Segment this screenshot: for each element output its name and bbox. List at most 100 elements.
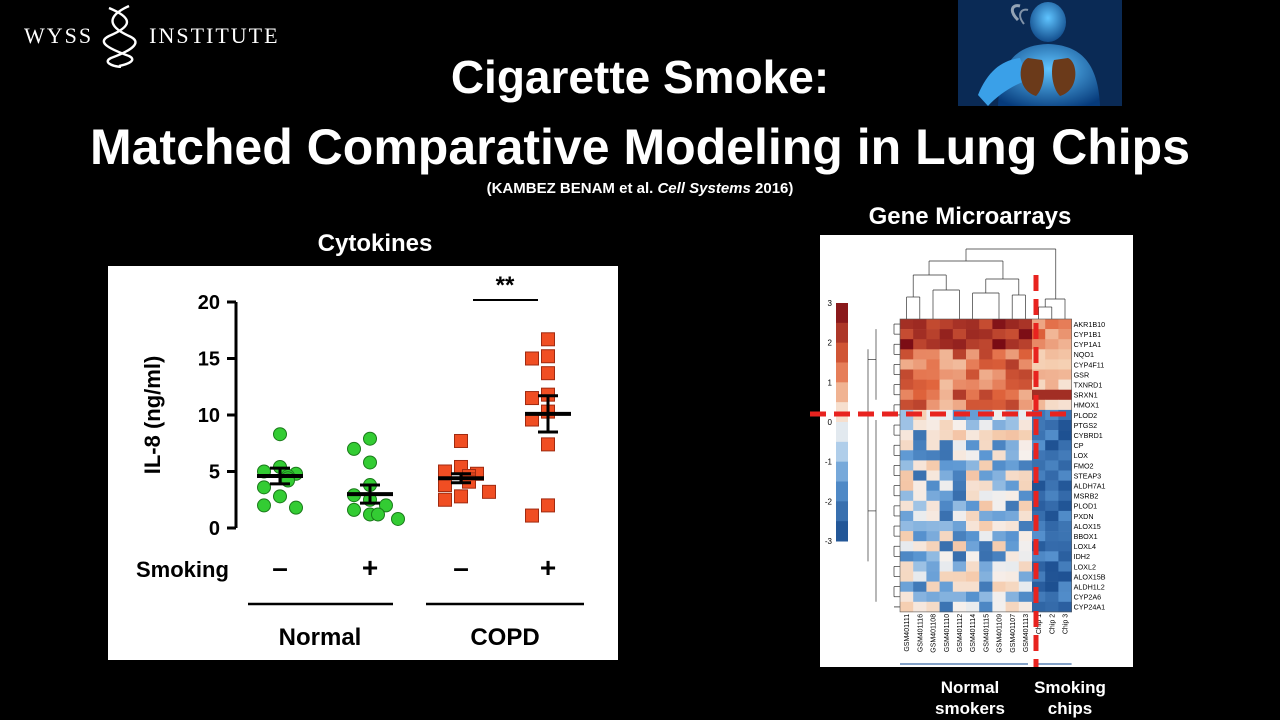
cytokines-chart-title: Cytokines bbox=[317, 230, 433, 257]
heatmap-column-label: GSM401111 bbox=[904, 614, 911, 652]
heatmap-cell bbox=[1018, 591, 1033, 603]
data-point bbox=[391, 511, 405, 526]
heatmap-cell bbox=[992, 541, 1006, 552]
heatmap-cell bbox=[926, 591, 940, 603]
heatmap-cell bbox=[952, 329, 967, 340]
heatmap-cell bbox=[1018, 601, 1033, 613]
heatmap-cell bbox=[1045, 541, 1059, 552]
heatmap-cell bbox=[900, 581, 914, 592]
heatmap-cell bbox=[966, 531, 980, 542]
heatmap-cell bbox=[1005, 561, 1020, 572]
heatmap-cell bbox=[1058, 389, 1072, 401]
heatmap-cell bbox=[992, 430, 1006, 441]
heatmap-cell bbox=[939, 339, 954, 350]
data-point bbox=[371, 507, 385, 522]
heatmap-cell bbox=[926, 359, 940, 370]
heatmap-cell bbox=[1045, 369, 1059, 380]
heatmap-cell bbox=[952, 389, 967, 401]
heatmap-cell bbox=[1058, 551, 1072, 562]
heatmap-cell bbox=[1032, 541, 1046, 552]
heatmap-cell bbox=[913, 480, 927, 491]
heatmap-cell bbox=[979, 500, 993, 512]
heatmap-cell bbox=[966, 490, 980, 502]
heatmap-cell bbox=[979, 329, 993, 340]
heatmap-row-label: LOXL4 bbox=[1074, 542, 1096, 551]
group-label-smoking-chips: Smoking chips bbox=[1034, 678, 1106, 718]
heatmap-cell bbox=[1005, 601, 1020, 613]
heatmap-cell bbox=[1045, 591, 1059, 603]
heatmap-cell bbox=[979, 591, 993, 603]
heatmap-cell bbox=[1005, 470, 1020, 481]
heatmap-cell bbox=[1058, 601, 1072, 613]
heatmap-cell bbox=[1005, 521, 1020, 532]
colorbar-tick-label: -3 bbox=[825, 537, 833, 546]
data-point bbox=[482, 484, 496, 499]
y-axis-label: IL-8 (ng/ml) bbox=[140, 356, 165, 475]
heatmap-cell bbox=[1058, 359, 1072, 370]
heatmap-cell bbox=[1058, 531, 1072, 542]
heatmap-cell bbox=[939, 409, 954, 421]
heatmap-cell bbox=[992, 319, 1006, 330]
heatmap-cell bbox=[926, 379, 940, 390]
heatmap-cell bbox=[926, 470, 940, 481]
heatmap-cell bbox=[992, 369, 1006, 380]
heatmap-cell bbox=[913, 440, 927, 451]
heatmap-cell bbox=[913, 601, 927, 613]
smoking-row-label: Smoking bbox=[136, 557, 229, 582]
heatmap-cell bbox=[926, 440, 940, 451]
heatmap-cell bbox=[966, 379, 980, 390]
heatmap-cell bbox=[913, 329, 927, 340]
y-tick-label: 0 bbox=[209, 518, 220, 540]
heatmap-cell bbox=[939, 450, 954, 461]
heatmap-cell bbox=[952, 339, 967, 350]
data-point bbox=[541, 366, 555, 381]
heatmap-cell bbox=[979, 561, 993, 572]
heatmap-cell bbox=[1005, 490, 1020, 502]
significance-marker: ** bbox=[496, 272, 515, 299]
heatmap-cell bbox=[1018, 460, 1033, 471]
heatmap-cell bbox=[1058, 521, 1072, 532]
heatmap-cell bbox=[1058, 591, 1072, 603]
heatmap-row-label: CYP4F11 bbox=[1074, 360, 1105, 369]
heatmap-column-label: GSM401108 bbox=[931, 614, 938, 653]
heatmap-cell bbox=[1018, 551, 1033, 562]
heatmap-cell bbox=[1018, 510, 1033, 522]
heatmap-cell bbox=[1018, 339, 1033, 350]
heatmap-cell bbox=[1058, 430, 1072, 441]
heatmap-cell bbox=[939, 551, 954, 562]
heatmap-cell bbox=[1005, 541, 1020, 552]
heatmap-cell bbox=[1045, 510, 1059, 522]
slide-title-line2: Matched Comparative Modeling in Lung Chi… bbox=[89, 119, 1191, 175]
heatmap-cell bbox=[992, 571, 1006, 582]
heatmap-cell bbox=[966, 470, 980, 481]
heatmap-cell bbox=[939, 541, 954, 552]
heatmap-cell bbox=[979, 571, 993, 582]
heatmap-row-label: AKR1B10 bbox=[1074, 320, 1106, 329]
heatmap-cell bbox=[900, 470, 914, 481]
heatmap-cell bbox=[1018, 389, 1033, 401]
heatmap-cell bbox=[900, 389, 914, 401]
logo-text-institute: INSTITUTE bbox=[149, 23, 280, 48]
heatmap-cell bbox=[1005, 510, 1020, 522]
colorbar-tick-label: 3 bbox=[828, 299, 833, 308]
group-label-copd: COPD bbox=[470, 624, 539, 651]
colorbar-segment bbox=[836, 521, 848, 542]
heatmap-cell bbox=[992, 359, 1006, 370]
heatmap-cell bbox=[1045, 420, 1059, 431]
heatmap-cell bbox=[900, 460, 914, 471]
heatmap-cell bbox=[1005, 531, 1020, 542]
heatmap-row-label: BBOX1 bbox=[1074, 532, 1098, 541]
heatmap-cell bbox=[1045, 399, 1059, 411]
heatmap-cell bbox=[966, 591, 980, 603]
y-tick-label: 20 bbox=[198, 292, 220, 314]
heatmap-row-label: TXNRD1 bbox=[1074, 380, 1103, 389]
heatmap-cell bbox=[1018, 500, 1033, 512]
heatmap-cell bbox=[1018, 319, 1033, 330]
heatmap-cell bbox=[939, 430, 954, 441]
heatmap-cell bbox=[1018, 359, 1033, 370]
data-point bbox=[273, 489, 287, 504]
heatmap-cell bbox=[913, 339, 927, 350]
citation: (KAMBEZ BENAM et al. Cell Systems 2016) bbox=[0, 180, 1280, 197]
heatmap-cell bbox=[939, 440, 954, 451]
heatmap-cell bbox=[992, 379, 1006, 390]
